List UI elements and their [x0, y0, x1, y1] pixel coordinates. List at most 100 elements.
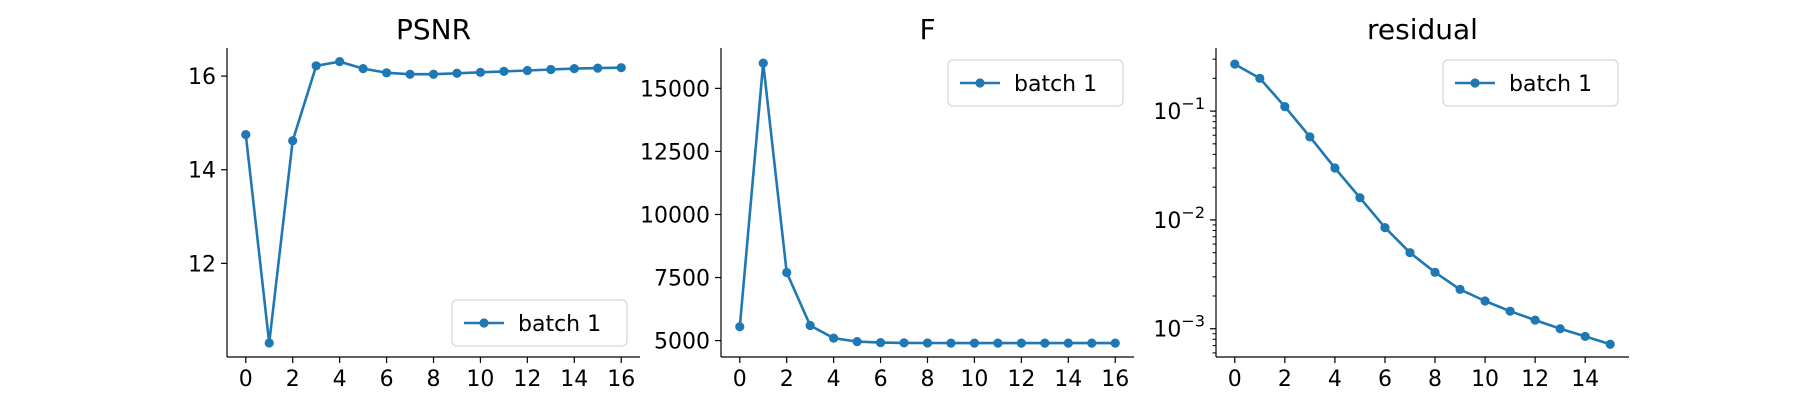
legend-label: batch 1	[518, 312, 601, 337]
legend-marker-swatch	[975, 78, 985, 88]
x-tick-label: 10	[960, 367, 988, 392]
x-tick-label: 0	[733, 367, 747, 392]
y-tick-label: 16	[188, 65, 216, 90]
x-tick-label: 14	[560, 367, 588, 392]
data-point	[616, 63, 626, 73]
data-point	[1505, 306, 1515, 316]
legend: batch 1	[1442, 59, 1619, 107]
x-tick-label: 2	[286, 367, 300, 392]
legend: batch 1	[947, 59, 1124, 107]
legend-frame	[1442, 59, 1619, 107]
x-tick-label: 6	[874, 367, 888, 392]
x-tick-label: 6	[1378, 367, 1392, 392]
x-tick-label: 8	[427, 367, 441, 392]
data-point	[475, 67, 486, 77]
x-tick-label: 10	[466, 367, 494, 392]
data-point	[288, 136, 298, 146]
data-point	[922, 338, 933, 348]
x-tick-label: 4	[1328, 367, 1342, 392]
data-point	[311, 61, 321, 71]
x-tick-label: 14	[1054, 367, 1082, 392]
chart-panel-3: residual 0 2 4 6 8 10 12 14 10−1 10−2 10−3 batch 1	[1153, 13, 1629, 392]
chart-title: residual	[1367, 13, 1478, 46]
data-point	[241, 130, 251, 140]
data-point	[593, 63, 603, 73]
data-point	[805, 320, 815, 331]
data-point	[569, 64, 579, 74]
y-tick-label: 12500	[640, 140, 710, 165]
data-point	[1380, 223, 1390, 233]
x-tick-label: 8	[921, 367, 935, 392]
data-point	[264, 338, 274, 348]
data-point	[1087, 338, 1097, 348]
data-point	[1455, 284, 1465, 294]
y-tick-label: 10−1	[1153, 94, 1205, 125]
data-point	[1110, 338, 1120, 348]
y-tick-label: 15000	[640, 77, 710, 102]
data-point	[1040, 338, 1050, 348]
x-tick-label: 2	[780, 367, 794, 392]
data-point	[1355, 193, 1365, 203]
y-tick-label: 5000	[654, 330, 710, 355]
data-point	[1555, 324, 1565, 334]
legend-label: batch 1	[1509, 72, 1592, 97]
data-point	[522, 65, 532, 76]
y-tick-label: 14	[188, 159, 216, 184]
data-point	[1480, 296, 1490, 306]
x-tick-label: 8	[1428, 367, 1442, 392]
data-point	[1016, 338, 1026, 348]
series-line	[1234, 63, 1611, 346]
x-tick-label: 2	[1278, 367, 1292, 392]
y-tick-label: 10−2	[1153, 203, 1205, 234]
data-point	[1063, 338, 1073, 348]
y-tick-label: 7500	[654, 267, 710, 292]
data-point	[875, 338, 886, 348]
x-tick-label: 16	[607, 367, 635, 392]
x-tick-label: 4	[333, 367, 347, 392]
data-point	[993, 338, 1003, 348]
y-tick-label: 12	[188, 252, 216, 277]
data-point	[829, 333, 839, 343]
data-point	[1405, 248, 1415, 258]
x-tick-label: 4	[827, 367, 841, 392]
x-tick-label: 16	[1101, 367, 1129, 392]
legend-marker-swatch	[479, 318, 489, 328]
data-point	[1230, 59, 1240, 69]
x-tick-label: 10	[1471, 367, 1499, 392]
data-point	[1255, 73, 1265, 83]
y-tick-label: 10−3	[1153, 312, 1205, 343]
data-point	[1430, 267, 1440, 277]
x-tick-label: 6	[380, 367, 394, 392]
x-tick-label: 14	[1571, 367, 1599, 392]
data-point	[358, 64, 368, 74]
data-point	[1305, 132, 1315, 142]
data-point	[428, 69, 439, 79]
chart-title: PSNR	[396, 13, 471, 46]
chart-panel-1: PSNR 0 2 4 6 8 10 12 14 16 12 14 16 batch 1	[188, 13, 640, 392]
legend-frame	[451, 299, 628, 347]
x-tick-label: 0	[1228, 367, 1242, 392]
data-point	[546, 64, 556, 75]
data-point	[1605, 339, 1615, 349]
data-point	[946, 338, 956, 348]
x-tick-label: 12	[1521, 367, 1549, 392]
x-tick-label: 12	[513, 367, 541, 392]
chart-panel-2: F 0 2 4 6 8 10 12 14 16 5000 7500 10000 12500 15000 bat…	[640, 13, 1134, 392]
legend: batch 1	[451, 299, 628, 347]
legend-frame	[947, 59, 1124, 107]
data-point	[381, 68, 392, 78]
legend-label: batch 1	[1014, 72, 1097, 97]
data-point	[1280, 101, 1290, 112]
data-point	[852, 337, 862, 347]
y-tick-label: 10000	[640, 203, 710, 228]
data-point	[735, 322, 745, 332]
data-point	[969, 338, 980, 348]
legend-marker-swatch	[1470, 78, 1480, 88]
data-point	[758, 58, 768, 68]
data-point	[899, 338, 909, 348]
x-tick-label: 12	[1007, 367, 1035, 392]
chart-title: F	[919, 13, 935, 46]
x-tick-label: 0	[239, 367, 253, 392]
data-point	[452, 68, 462, 78]
